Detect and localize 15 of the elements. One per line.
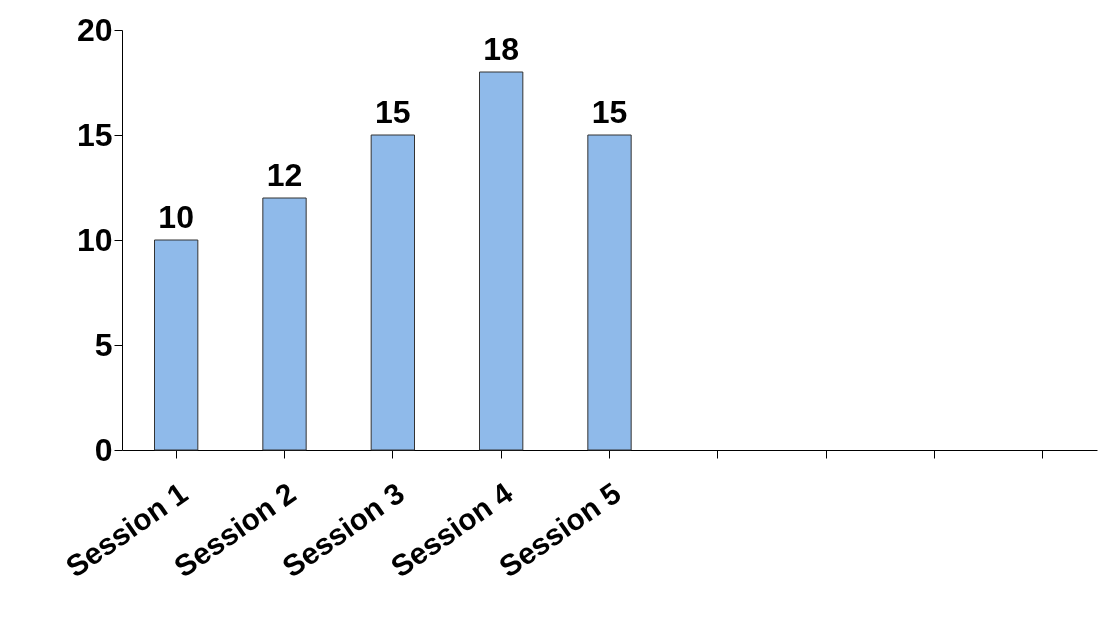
data-label: 10 <box>158 199 194 235</box>
bar <box>587 134 632 451</box>
y-tick-label: 0 <box>94 431 113 468</box>
data-label: 15 <box>375 94 411 130</box>
bar <box>262 197 307 451</box>
y-tick-label: 10 <box>76 221 113 258</box>
data-label: 15 <box>591 94 628 130</box>
y-tick-label: 15 <box>76 116 113 153</box>
bar <box>154 239 199 451</box>
y-tick-label: 5 <box>94 326 113 363</box>
y-tick-label: 20 <box>76 11 113 48</box>
bar <box>370 134 415 451</box>
data-label: 18 <box>483 31 519 67</box>
data-label: 12 <box>266 157 303 193</box>
bar <box>479 71 524 451</box>
